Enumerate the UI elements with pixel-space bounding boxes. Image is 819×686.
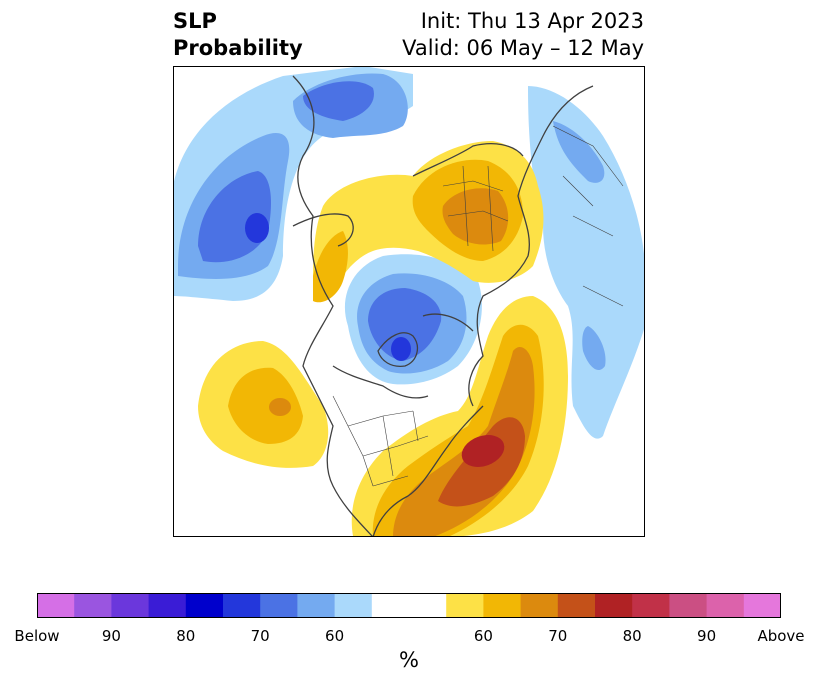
colorbar-outline <box>37 593 781 618</box>
title-line-2: Probability <box>173 36 303 60</box>
colorbar-segment <box>334 593 373 618</box>
colorbar-segment <box>223 593 261 618</box>
colorbar-segment <box>185 593 224 618</box>
blue-area-eurasia-60 <box>528 86 645 439</box>
blue-area-polar-90 <box>391 337 411 361</box>
colorbar-segment <box>111 593 150 618</box>
colorbar-segment <box>632 593 670 618</box>
colorbar-segment <box>260 593 298 618</box>
colorbar-segment <box>74 593 112 618</box>
colorbar-tick-label: 90 <box>101 627 121 645</box>
colorbar-segment <box>483 593 522 618</box>
colorbar-tick-label: 70 <box>548 627 568 645</box>
colorbar-segment <box>557 593 596 618</box>
colorbar-segment <box>148 593 187 618</box>
yellow-area-pacific-65 <box>228 367 303 444</box>
chart-title: SLP Probability <box>173 8 303 62</box>
map-border <box>173 66 645 537</box>
colorbar-segment <box>669 593 708 618</box>
probability-map <box>173 66 645 537</box>
map-svg <box>173 66 645 537</box>
colorbar-segment <box>371 593 410 618</box>
blue-area-polar-80 <box>368 288 442 361</box>
colorbar-tick-label: 60 <box>473 627 493 645</box>
colorbar-segment <box>409 593 447 618</box>
colorbar-segment <box>446 593 484 618</box>
colorbar-tick-label: 70 <box>250 627 270 645</box>
colorbar-units: % <box>399 648 419 672</box>
colorbar-segment <box>595 593 633 618</box>
date-info: Init: Thu 13 Apr 2023 Valid: 06 May – 12… <box>402 8 644 62</box>
colorbar-segment <box>520 593 559 618</box>
blue-area-eurasia-70b <box>582 326 606 371</box>
colorbar-segment <box>37 593 75 618</box>
colorbar-segment <box>297 593 336 618</box>
coastlines <box>292 75 594 537</box>
yellow-area-pacific-70 <box>269 398 291 416</box>
colorbar-segment <box>743 593 782 618</box>
colorbar-tick-label: Above <box>757 627 805 645</box>
colorbar-tick-label: 60 <box>325 627 345 645</box>
colorbar-tick-label: 90 <box>697 627 717 645</box>
valid-date: Valid: 06 May – 12 May <box>402 36 644 60</box>
init-date: Init: Thu 13 Apr 2023 <box>420 9 644 33</box>
colorbar-tick-label: Below <box>14 627 60 645</box>
colorbar-tick-label: 80 <box>176 627 196 645</box>
blue-area-bering-80 <box>303 81 374 121</box>
colorbar-segment <box>706 593 745 618</box>
red-area-atlantic-80 <box>461 435 505 467</box>
blue-area-pacific-90 <box>245 213 269 243</box>
title-line-1: SLP <box>173 9 217 33</box>
borders <box>332 125 624 487</box>
blue-area-eurasia-70 <box>553 121 605 183</box>
colorbar-svg <box>37 593 782 618</box>
colorbar-tick-label: 80 <box>622 627 642 645</box>
colorbar <box>37 593 782 618</box>
